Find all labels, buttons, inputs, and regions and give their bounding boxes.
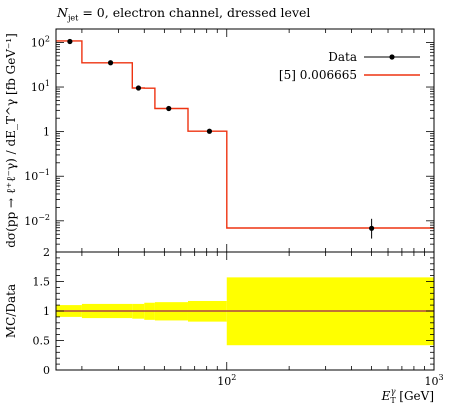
data-point (166, 105, 172, 112)
data-point (67, 38, 73, 45)
y-axis-label: dσ(pp → ℓ⁺ℓ⁻γ) / dE_T^γ [fb GeV⁻¹] (4, 33, 18, 248)
legend: Data [5] 0.006665 (279, 50, 420, 82)
y-tick-label: 1 (43, 126, 50, 139)
y-tick-label: 101 (31, 79, 50, 94)
data-point (369, 225, 375, 231)
mc-histogram (56, 40, 434, 229)
title-subscript: jet (67, 13, 79, 23)
ratio-y-axis-label: MC/Data (4, 284, 18, 338)
title-symbol: N (57, 5, 68, 20)
chart-title: Njet = 0, electron channel, dressed leve… (57, 5, 310, 23)
y-tick-label: 10−2 (24, 213, 50, 228)
legend-marker-data (389, 54, 395, 60)
ratio-y-tick-label: 2 (43, 246, 50, 259)
y-tick-label: 102 (31, 34, 50, 49)
legend-label-data: Data (328, 50, 357, 64)
data-point (206, 128, 213, 134)
x-tick-label: 103 (424, 373, 443, 388)
ratio-y-tick-label: 0.5 (33, 335, 51, 348)
ratio-y-tick-label: 1 (43, 305, 50, 318)
ratio-panel: 0 0.5 1 1.5 2 MC/Data (4, 246, 435, 377)
y-tick-label: 10−1 (24, 168, 50, 183)
data-point (107, 60, 114, 66)
x-tick-label: 102 (217, 373, 236, 388)
ratio-y-tick-label: 1.5 (33, 276, 51, 289)
ratio-y-tick-label: 0 (43, 364, 50, 377)
legend-label-mc: [5] 0.006665 (279, 68, 357, 82)
title-rest: = 0, electron channel, dressed level (78, 5, 311, 20)
data-point (135, 85, 142, 91)
main-panel: 102 101 1 10−1 10−2 dσ(pp → ℓ⁺ℓ⁻γ) / dE_T^γ [… (4, 28, 435, 253)
x-axis-label: ETγ [GeV] (381, 387, 434, 405)
